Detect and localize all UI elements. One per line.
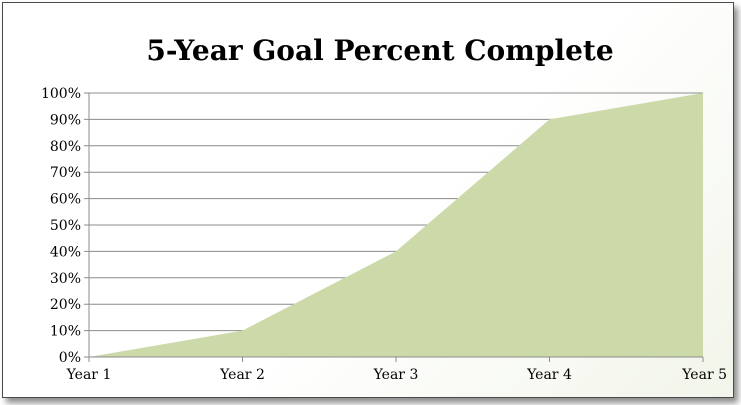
y-tick-labels: 0% 10% 20% 30% 40% 50% 60% 70% 80% 90% 100%: [41, 86, 81, 366]
data-point: [242, 330, 243, 331]
y-tick-label: 70%: [50, 165, 81, 181]
y-tick-label: 30%: [50, 271, 81, 287]
x-tick-label: Year 1: [66, 367, 112, 383]
x-tick-label: Year 4: [526, 367, 572, 383]
y-tick-label: 60%: [50, 192, 81, 208]
data-point: [396, 251, 397, 252]
y-tick-label: 90%: [50, 112, 81, 128]
y-tick-label: 100%: [41, 86, 81, 102]
y-tick-label: 10%: [50, 324, 81, 340]
y-tick-label: 20%: [50, 297, 81, 313]
x-tick-label: Year 2: [219, 367, 265, 383]
x-tick-label: Year 5: [681, 367, 727, 383]
x-tick-label: Year 3: [373, 367, 419, 383]
y-tick-label: 40%: [50, 244, 81, 260]
y-tick-label: 0%: [59, 350, 81, 366]
data-point: [703, 93, 704, 94]
y-tick-label: 50%: [50, 218, 81, 234]
x-tick-labels: Year 1 Year 2 Year 3 Year 4 Year 5: [66, 367, 727, 383]
data-point: [549, 119, 550, 120]
y-tick-label: 80%: [50, 139, 81, 155]
chart-title: 5-Year Goal Percent Complete: [146, 34, 613, 67]
